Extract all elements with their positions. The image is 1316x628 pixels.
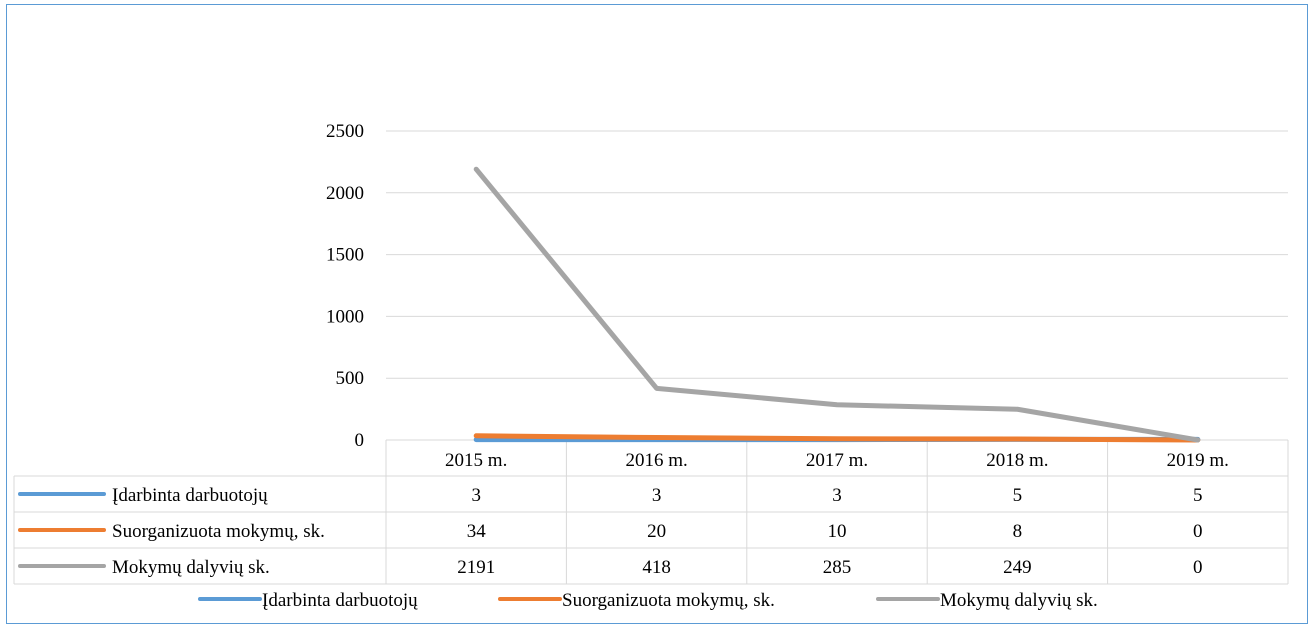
table-cell-value: 418 [642, 557, 671, 578]
y-tick-label: 1000 [326, 306, 364, 327]
table-cell-value: 34 [467, 521, 487, 542]
table-series-name: Mokymų dalyvių sk. [112, 557, 270, 578]
table-cell-value: 285 [823, 557, 852, 578]
y-tick-label: 2500 [326, 121, 364, 142]
table-cell-value: 0 [1193, 557, 1203, 578]
table-cell-value: 8 [1013, 521, 1023, 542]
table-series-name: Įdarbinta darbuotojų [112, 485, 268, 506]
series-line [473, 166, 1201, 443]
table-cell-value: 20 [647, 521, 666, 542]
y-tick-label: 2000 [326, 183, 364, 204]
y-tick-label: 0 [355, 430, 365, 451]
legend-label: Mokymų dalyvių sk. [940, 590, 1098, 611]
x-category-label: 2017 m. [806, 450, 868, 471]
legend-label: Suorganizuota mokymų, sk. [562, 590, 775, 611]
table-series-name: Suorganizuota mokymų, sk. [112, 521, 325, 542]
table-cell-value: 5 [1013, 485, 1023, 506]
table-cell-value: 2191 [457, 557, 495, 578]
series-line [473, 433, 1201, 443]
table-cell-value: 249 [1003, 557, 1032, 578]
table-cell-value: 3 [471, 485, 481, 506]
table-cell-value: 0 [1193, 521, 1203, 542]
x-category-label: 2015 m. [445, 450, 507, 471]
table-cell-value: 10 [828, 521, 847, 542]
table-cell-value: 3 [832, 485, 842, 506]
chart-frame [6, 4, 1308, 624]
y-tick-label: 1500 [326, 245, 364, 266]
x-category-label: 2016 m. [625, 450, 687, 471]
table-cell-value: 3 [652, 485, 662, 506]
x-category-label: 2019 m. [1167, 450, 1229, 471]
table-cell-value: 5 [1193, 485, 1203, 506]
x-category-label: 2018 m. [986, 450, 1048, 471]
legend-label: Įdarbinta darbuotojų [262, 590, 418, 611]
y-tick-label: 500 [336, 368, 365, 389]
